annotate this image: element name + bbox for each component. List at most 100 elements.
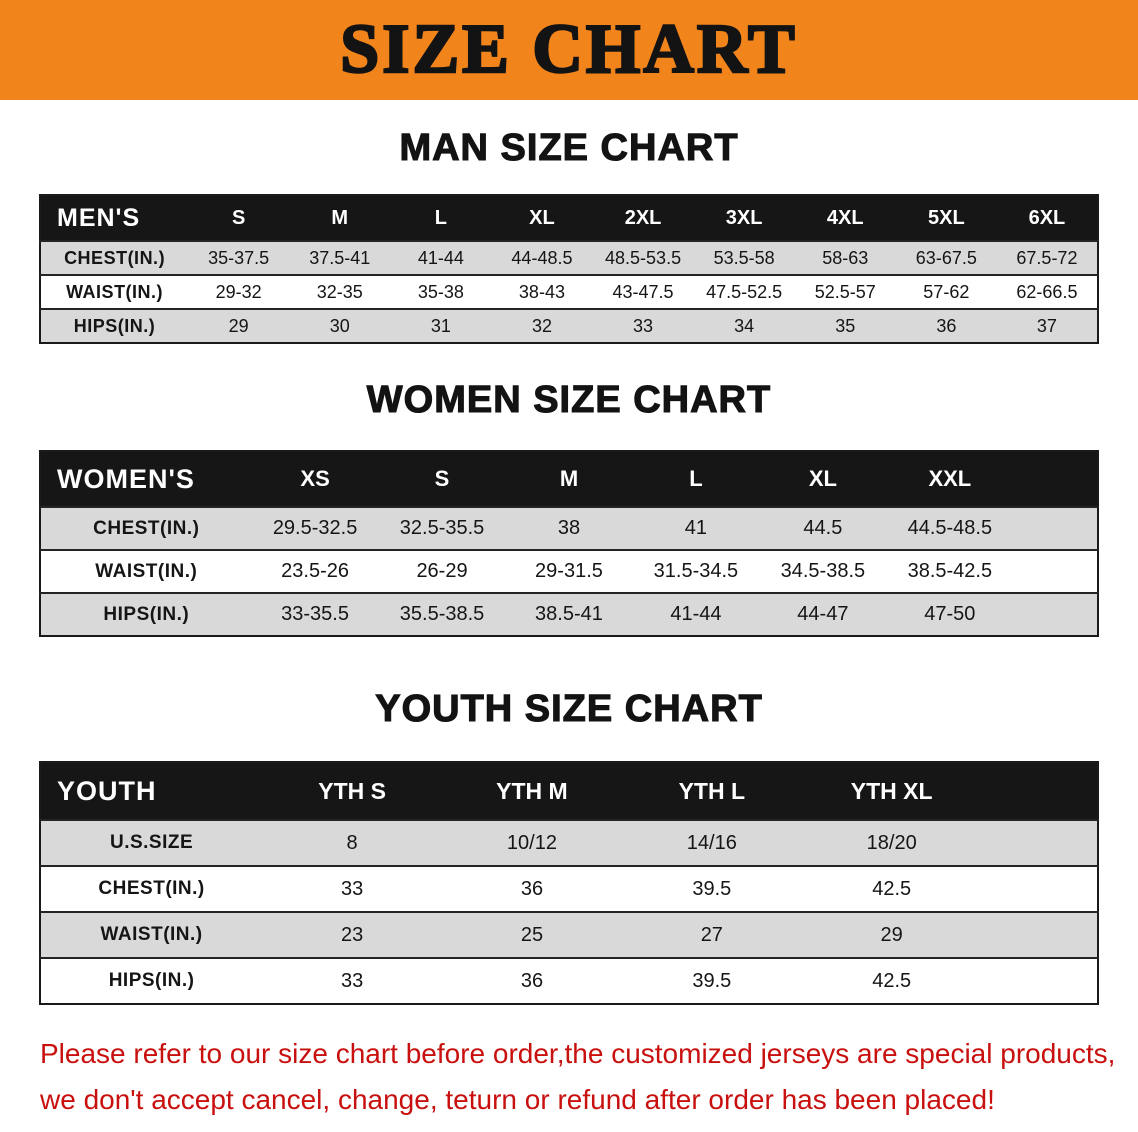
table-cell: 23 — [340, 923, 364, 946]
header-cell: 4XL — [794, 195, 896, 241]
note-line-2: we don't accept cancel, change, teturn o… — [40, 1084, 995, 1115]
table-row: U.S.SIZE 8 10/12 14/16 18/20 — [40, 820, 1098, 866]
header-cell: M — [505, 451, 633, 507]
header-cell: XL — [491, 195, 593, 241]
table-cell: 8 — [346, 831, 358, 854]
note-line-1: Please refer to our size chart before or… — [40, 1038, 1116, 1069]
table-cell: 33 — [340, 969, 364, 992]
row-label-cell: HIPS(IN.) — [73, 315, 156, 336]
header-cell: YTH L — [621, 762, 802, 820]
table-cell: 41 — [684, 517, 708, 539]
table-cell: 39.5 — [692, 969, 732, 992]
table-cell: 36 — [520, 877, 544, 900]
page-title: SIZE CHART — [339, 10, 798, 90]
table-cell: 37.5-41 — [309, 247, 371, 268]
table-cell: 33 — [633, 315, 654, 336]
header-cell: L — [390, 195, 492, 241]
table-cell: 32 — [531, 315, 552, 336]
table-cell: 29-31.5 — [535, 560, 603, 582]
table-cell: 14/16 — [686, 831, 737, 854]
table-cell: 25 — [520, 923, 544, 946]
spacer-cell — [982, 958, 1098, 1004]
table-cell: 38.5-42.5 — [907, 560, 993, 582]
header-cell: 2XL — [592, 195, 694, 241]
table-row: HIPS(IN.) 33-35.5 35.5-38.5 38.5-41 41-4… — [40, 593, 1098, 636]
spacer-cell — [982, 820, 1098, 866]
spacer-cell — [982, 866, 1098, 912]
table-cell: 53.5-58 — [713, 247, 775, 268]
women-size-table: WOMEN'S XS S M L XL XXL CHEST(IN.) 29.5-… — [39, 450, 1099, 637]
table-row: WAIST(IN.) 29-32 32-35 35-38 38-43 43-47… — [40, 275, 1098, 309]
row-label-cell: CHEST(IN.) — [98, 878, 205, 899]
table-cell: 43-47.5 — [612, 281, 674, 302]
table-cell: 36 — [936, 315, 957, 336]
spacer-cell — [982, 912, 1098, 958]
table-cell: 38-43 — [518, 281, 565, 302]
header-cell: 5XL — [895, 195, 997, 241]
table-row: WAIST(IN.) 23.5-26 26-29 29-31.5 31.5-34… — [40, 550, 1098, 593]
table-cell: 44-48.5 — [511, 247, 573, 268]
table-cell: 44.5-48.5 — [907, 517, 993, 539]
men-header-row: MEN'S S M L XL 2XL 3XL 4XL 5XL 6XL — [40, 195, 1098, 241]
table-row: CHEST(IN.) 29.5-32.5 32.5-35.5 38 41 44.… — [40, 507, 1098, 550]
spacer-cell — [1013, 451, 1098, 507]
table-cell: 38.5-41 — [535, 603, 603, 625]
table-cell: 41-44 — [670, 603, 722, 625]
table-cell: 35-37.5 — [208, 247, 270, 268]
table-row: HIPS(IN.) 33 36 39.5 42.5 — [40, 958, 1098, 1004]
table-cell: 10/12 — [506, 831, 557, 854]
table-cell: 34.5-38.5 — [780, 560, 866, 582]
header-cell: 6XL — [996, 195, 1098, 241]
table-cell: 18/20 — [866, 831, 917, 854]
header-cell: YTH S — [262, 762, 443, 820]
table-cell: 29-32 — [215, 281, 262, 302]
table-cell: 33 — [340, 877, 364, 900]
row-label-cell: WAIST(IN.) — [66, 281, 164, 302]
table-cell: 48.5-53.5 — [605, 247, 682, 268]
header-cell: M — [289, 195, 391, 241]
table-cell: 29.5-32.5 — [272, 517, 358, 539]
table-cell: 42.5 — [872, 969, 912, 992]
table-cell: 41-44 — [417, 247, 464, 268]
table-cell: 32.5-35.5 — [399, 517, 485, 539]
table-cell: 44.5 — [803, 517, 843, 539]
table-row: WAIST(IN.) 23 25 27 29 — [40, 912, 1098, 958]
table-cell: 29 — [880, 923, 903, 946]
table-cell: 29 — [228, 315, 249, 336]
row-label-cell: WAIST(IN.) — [100, 924, 203, 945]
header-cell: WOMEN'S — [40, 451, 252, 507]
header-cell: YTH M — [442, 762, 622, 820]
row-label-cell: CHEST(IN.) — [64, 247, 166, 268]
table-cell: 58-63 — [822, 247, 869, 268]
table-cell: 36 — [520, 969, 544, 992]
men-size-section: MAN SIZE CHART MEN'S S M L XL 2XL 3XL 4X… — [0, 126, 1138, 344]
spacer-cell — [1013, 593, 1098, 636]
table-cell: 31.5-34.5 — [653, 560, 739, 582]
row-label-cell: CHEST(IN.) — [93, 517, 200, 539]
table-row: CHEST(IN.) 35-37.5 37.5-41 41-44 44-48.5… — [40, 241, 1098, 275]
table-cell: 35-38 — [417, 281, 464, 302]
header-cell: YOUTH — [40, 762, 263, 820]
table-row: CHEST(IN.) 33 36 39.5 42.5 — [40, 866, 1098, 912]
row-label-cell: HIPS(IN.) — [103, 603, 190, 625]
men-section-heading: MAN SIZE CHART — [399, 126, 739, 169]
youth-section-heading: YOUTH SIZE CHART — [375, 687, 763, 730]
table-cell: 34 — [734, 315, 755, 336]
men-size-table: MEN'S S M L XL 2XL 3XL 4XL 5XL 6XL CHEST… — [39, 194, 1099, 344]
table-cell: 35.5-38.5 — [399, 603, 485, 625]
header-cell: S — [378, 451, 506, 507]
table-cell: 57-62 — [923, 281, 970, 302]
header-cell: XS — [251, 451, 379, 507]
header-cell: MEN'S — [40, 195, 189, 241]
table-cell: 44-47 — [797, 603, 849, 625]
table-cell: 30 — [329, 315, 350, 336]
table-cell: 38 — [557, 517, 581, 539]
table-cell: 63-67.5 — [915, 247, 977, 268]
table-cell: 62-66.5 — [1016, 281, 1078, 302]
header-cell: S — [188, 195, 290, 241]
row-label-cell: HIPS(IN.) — [108, 970, 195, 991]
spacer-cell — [1013, 507, 1098, 550]
table-cell: 67.5-72 — [1016, 247, 1078, 268]
spacer-cell — [1013, 550, 1098, 593]
